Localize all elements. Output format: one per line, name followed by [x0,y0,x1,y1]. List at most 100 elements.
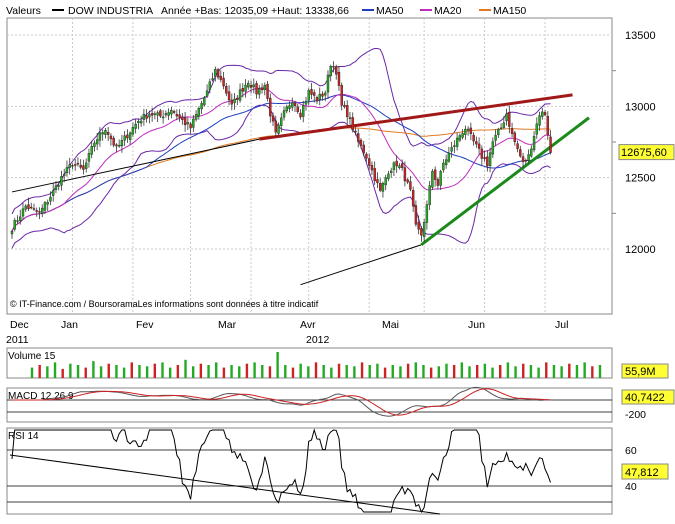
volume-bar [437,366,441,378]
volume-value-box [621,363,669,379]
volume-bar [460,362,464,378]
candle-body [519,149,522,157]
candle-body [238,89,242,101]
x-tick-label: Mai [382,319,399,331]
candle-body [27,204,30,210]
volume-bar [506,362,510,378]
volume-bar [238,366,241,378]
candle-body [502,122,506,128]
volume-bar [191,366,195,378]
candle-body [19,216,22,221]
candle-body [480,148,484,159]
candle-body [24,205,27,210]
candle-body [76,162,80,165]
candle-body [115,144,118,147]
candle-body [49,196,52,202]
volume-bar [414,362,417,378]
last-value-box [618,144,675,161]
candle-body [411,190,415,207]
candle-body [277,124,280,134]
candle-body [285,106,288,112]
volume-bar [168,367,172,378]
candle-body [458,135,462,141]
year-label: 2011 [6,334,29,346]
volume-bar [307,366,310,378]
volume-bar [422,365,425,378]
volume-bar [499,365,502,378]
volume-bar [69,363,72,378]
volume-bar [299,363,302,378]
candle-body [472,134,475,142]
candle-body [499,127,503,130]
candle-body [172,111,176,113]
candle-body [156,112,159,116]
volume-bar [575,365,579,378]
candle-body [266,83,269,99]
candle-body [211,78,214,81]
volume-bar [491,367,494,378]
volume-bar [276,352,279,378]
candle-body [181,116,184,120]
candle-body [247,82,250,88]
volume-bar [284,365,287,378]
volume-bar [84,367,87,378]
candle-body [32,208,36,210]
candle-body [274,120,277,133]
macd-panel-frame [6,387,613,423]
volume-bar [368,365,371,378]
candle-body [16,220,19,222]
y-tick-label: 13000 [625,101,656,113]
candle-body [329,66,332,77]
candle-body [282,110,286,118]
candle-body [348,117,352,119]
candle-body [370,165,374,171]
volume-value-label: 55,9M [625,366,656,378]
candle-body [167,112,170,116]
candle-body [214,68,217,77]
volume-bar [207,365,210,378]
volume-bar [261,365,264,378]
candle-body [137,120,140,123]
y-tick-label: 12000 [625,244,656,256]
candle-body [367,158,371,166]
volume-bar [92,361,95,378]
rsi-title: RSI 14 [8,431,39,442]
trendline-support [420,116,590,246]
candle-body [400,163,404,168]
volume-title: Volume 15 [8,351,56,362]
candle-body [117,144,121,147]
candle-body [362,144,365,154]
candle-body [54,185,58,190]
ma-line-ma50 [11,94,551,232]
volume-bar [591,366,594,378]
x-tick-label: Jun [468,319,485,331]
candle-body [126,134,129,139]
candle-body [296,106,299,112]
x-tick-label: Mar [218,319,237,331]
trendline-long-term-rising [300,244,422,286]
candle-body [378,183,382,191]
volume-bar [598,365,602,378]
volume-bar [199,363,203,378]
candle-body [183,117,187,126]
bollinger-upper [11,48,551,215]
candle-body [409,181,412,190]
candle-body [359,139,363,146]
candle-body [392,162,396,171]
candle-body [422,222,426,237]
candle-body [153,113,157,115]
candle-body [280,117,283,126]
candle-body [79,164,82,168]
candle-body [52,190,55,196]
candle-body [406,179,409,183]
volume-bar [399,366,402,378]
volume-bar [452,365,456,378]
candle-body [436,179,440,186]
candle-body [455,137,459,147]
volume-bar [122,367,126,378]
candle-body [488,152,492,166]
candle-body [205,90,209,97]
volume-bar [353,366,356,378]
candle-body [373,168,376,182]
macd-value-box [621,389,675,405]
